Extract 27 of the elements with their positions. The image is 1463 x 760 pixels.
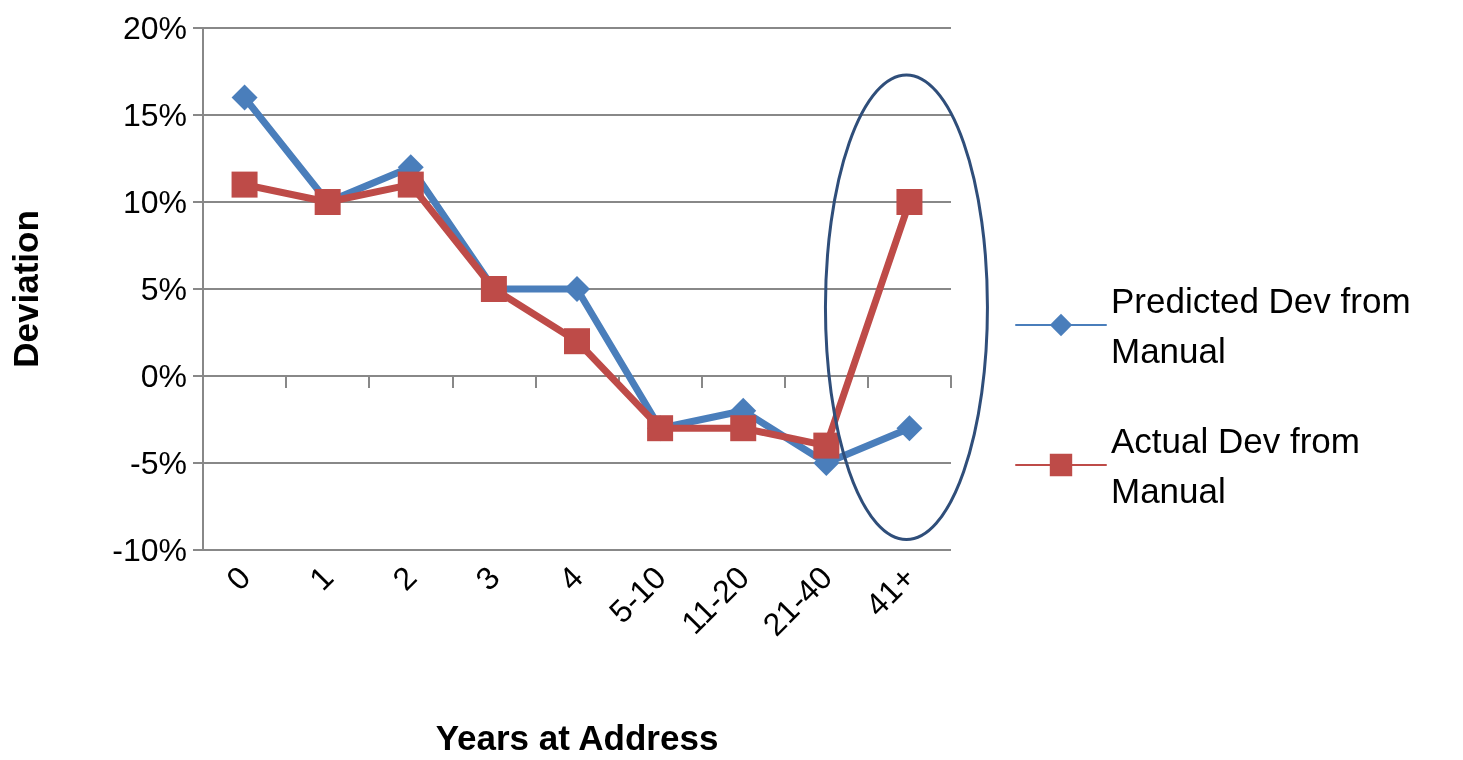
y-tick-label: -10% xyxy=(112,532,187,568)
x-axis-title: Years at Address xyxy=(435,718,719,757)
x-tick-label: 41+ xyxy=(858,559,923,624)
x-tick-label: 0 xyxy=(219,559,258,598)
y-tick-label: 20% xyxy=(122,10,187,46)
x-tick-label: 3 xyxy=(468,559,507,598)
x-tick-label: 4 xyxy=(551,559,590,598)
point xyxy=(564,276,590,302)
y-tick-label: 10% xyxy=(122,184,187,220)
y-axis-title: Deviation xyxy=(6,210,45,368)
y-tick-label: 15% xyxy=(122,97,187,133)
point xyxy=(231,171,258,198)
x-tick-label: 5-10 xyxy=(602,559,673,630)
legend-label: Actual Dev from Manual xyxy=(1111,420,1370,510)
point xyxy=(730,415,757,442)
y-tick-label: 0% xyxy=(140,358,187,394)
x-tick-label: 1 xyxy=(302,559,341,598)
point xyxy=(564,328,590,355)
point xyxy=(896,189,923,215)
point xyxy=(231,84,258,111)
x-tick-label: 2 xyxy=(385,559,424,598)
point xyxy=(397,171,424,198)
point xyxy=(896,415,923,442)
point xyxy=(813,432,840,459)
y-tick-label: -5% xyxy=(130,445,187,481)
y-tick-label: 5% xyxy=(140,271,187,307)
legend-label: Predicted Dev from Manual xyxy=(1111,280,1421,370)
